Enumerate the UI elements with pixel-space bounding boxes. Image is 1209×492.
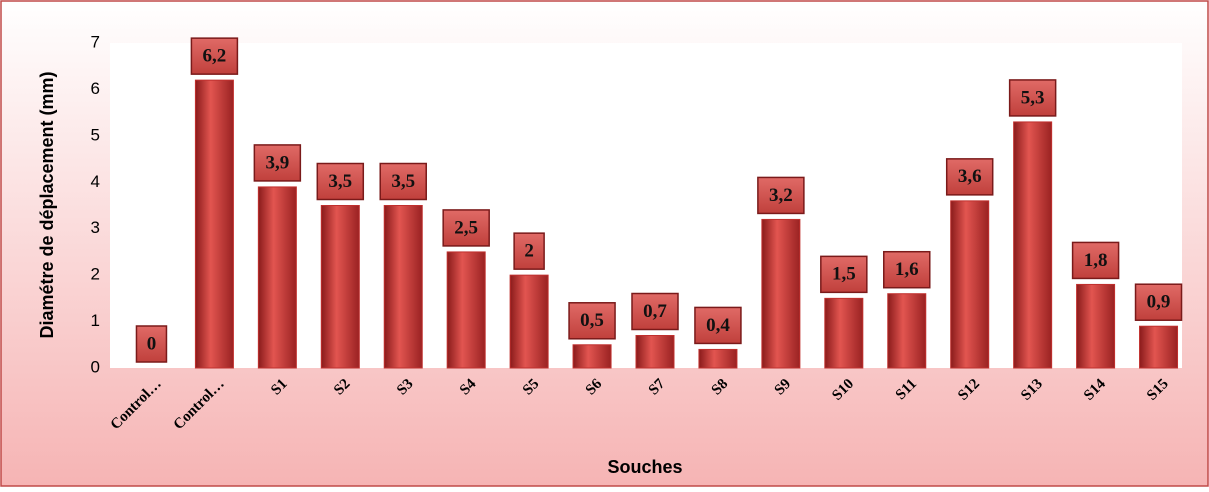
value-label: 3,9 [265, 152, 289, 173]
y-tick-label: 5 [91, 125, 100, 144]
y-tick-label: 6 [91, 79, 100, 98]
value-label: 2 [524, 241, 534, 262]
y-axis-label: Diamétre de déplacement (mm) [37, 71, 57, 338]
value-label-box [379, 162, 427, 201]
y-tick-label: 2 [91, 265, 100, 284]
value-label-box [1008, 79, 1057, 117]
bar [383, 205, 423, 369]
value-label: 5,3 [1021, 87, 1045, 108]
value-label-box [513, 232, 545, 270]
bar [698, 348, 738, 369]
value-label: 3,5 [391, 171, 415, 192]
value-label: 0,4 [706, 315, 730, 336]
bar [761, 218, 801, 369]
bar [257, 186, 297, 369]
value-label-box [945, 158, 994, 196]
value-label-box [757, 176, 805, 215]
value-label-box [631, 292, 679, 331]
bar [1013, 121, 1053, 369]
value-label: 1,8 [1084, 250, 1108, 271]
value-label: 0,9 [1147, 292, 1171, 313]
value-label: 1,5 [832, 264, 856, 285]
bar [446, 251, 486, 369]
bar [1076, 283, 1116, 369]
value-label: 3,2 [769, 185, 793, 206]
value-label: 2,5 [454, 217, 478, 238]
value-label: 3,6 [958, 166, 982, 187]
value-label-box [820, 255, 868, 294]
value-label: 0 [147, 333, 157, 354]
value-label-box [316, 162, 365, 201]
bar [887, 293, 927, 369]
value-label-box [694, 306, 742, 345]
y-tick-label: 7 [91, 32, 100, 51]
bar [572, 344, 612, 369]
bar [320, 205, 360, 369]
value-label-box [1134, 283, 1183, 321]
y-tick-label: 3 [91, 218, 100, 237]
bar [950, 200, 990, 369]
value-label: 1,6 [895, 259, 919, 280]
value-label-box [253, 144, 302, 182]
y-tick-label: 1 [91, 311, 100, 330]
bar [635, 335, 675, 369]
value-label: 6,2 [203, 46, 227, 67]
value-label: 3,5 [328, 171, 352, 192]
value-label-box [442, 209, 490, 247]
value-label-box [1071, 241, 1120, 280]
value-label-box [568, 302, 616, 340]
x-axis-label: Souches [607, 457, 682, 477]
y-tick-label: 4 [91, 172, 100, 191]
y-tick-label: 0 [91, 357, 100, 376]
bar [194, 79, 234, 369]
value-label-box [190, 37, 239, 75]
bar [509, 274, 549, 369]
bar [824, 297, 864, 369]
value-label: 0,7 [643, 301, 667, 322]
value-label-box [135, 325, 168, 363]
bar [1139, 325, 1179, 369]
value-label: 0,5 [580, 310, 604, 331]
value-label-box [883, 250, 931, 289]
